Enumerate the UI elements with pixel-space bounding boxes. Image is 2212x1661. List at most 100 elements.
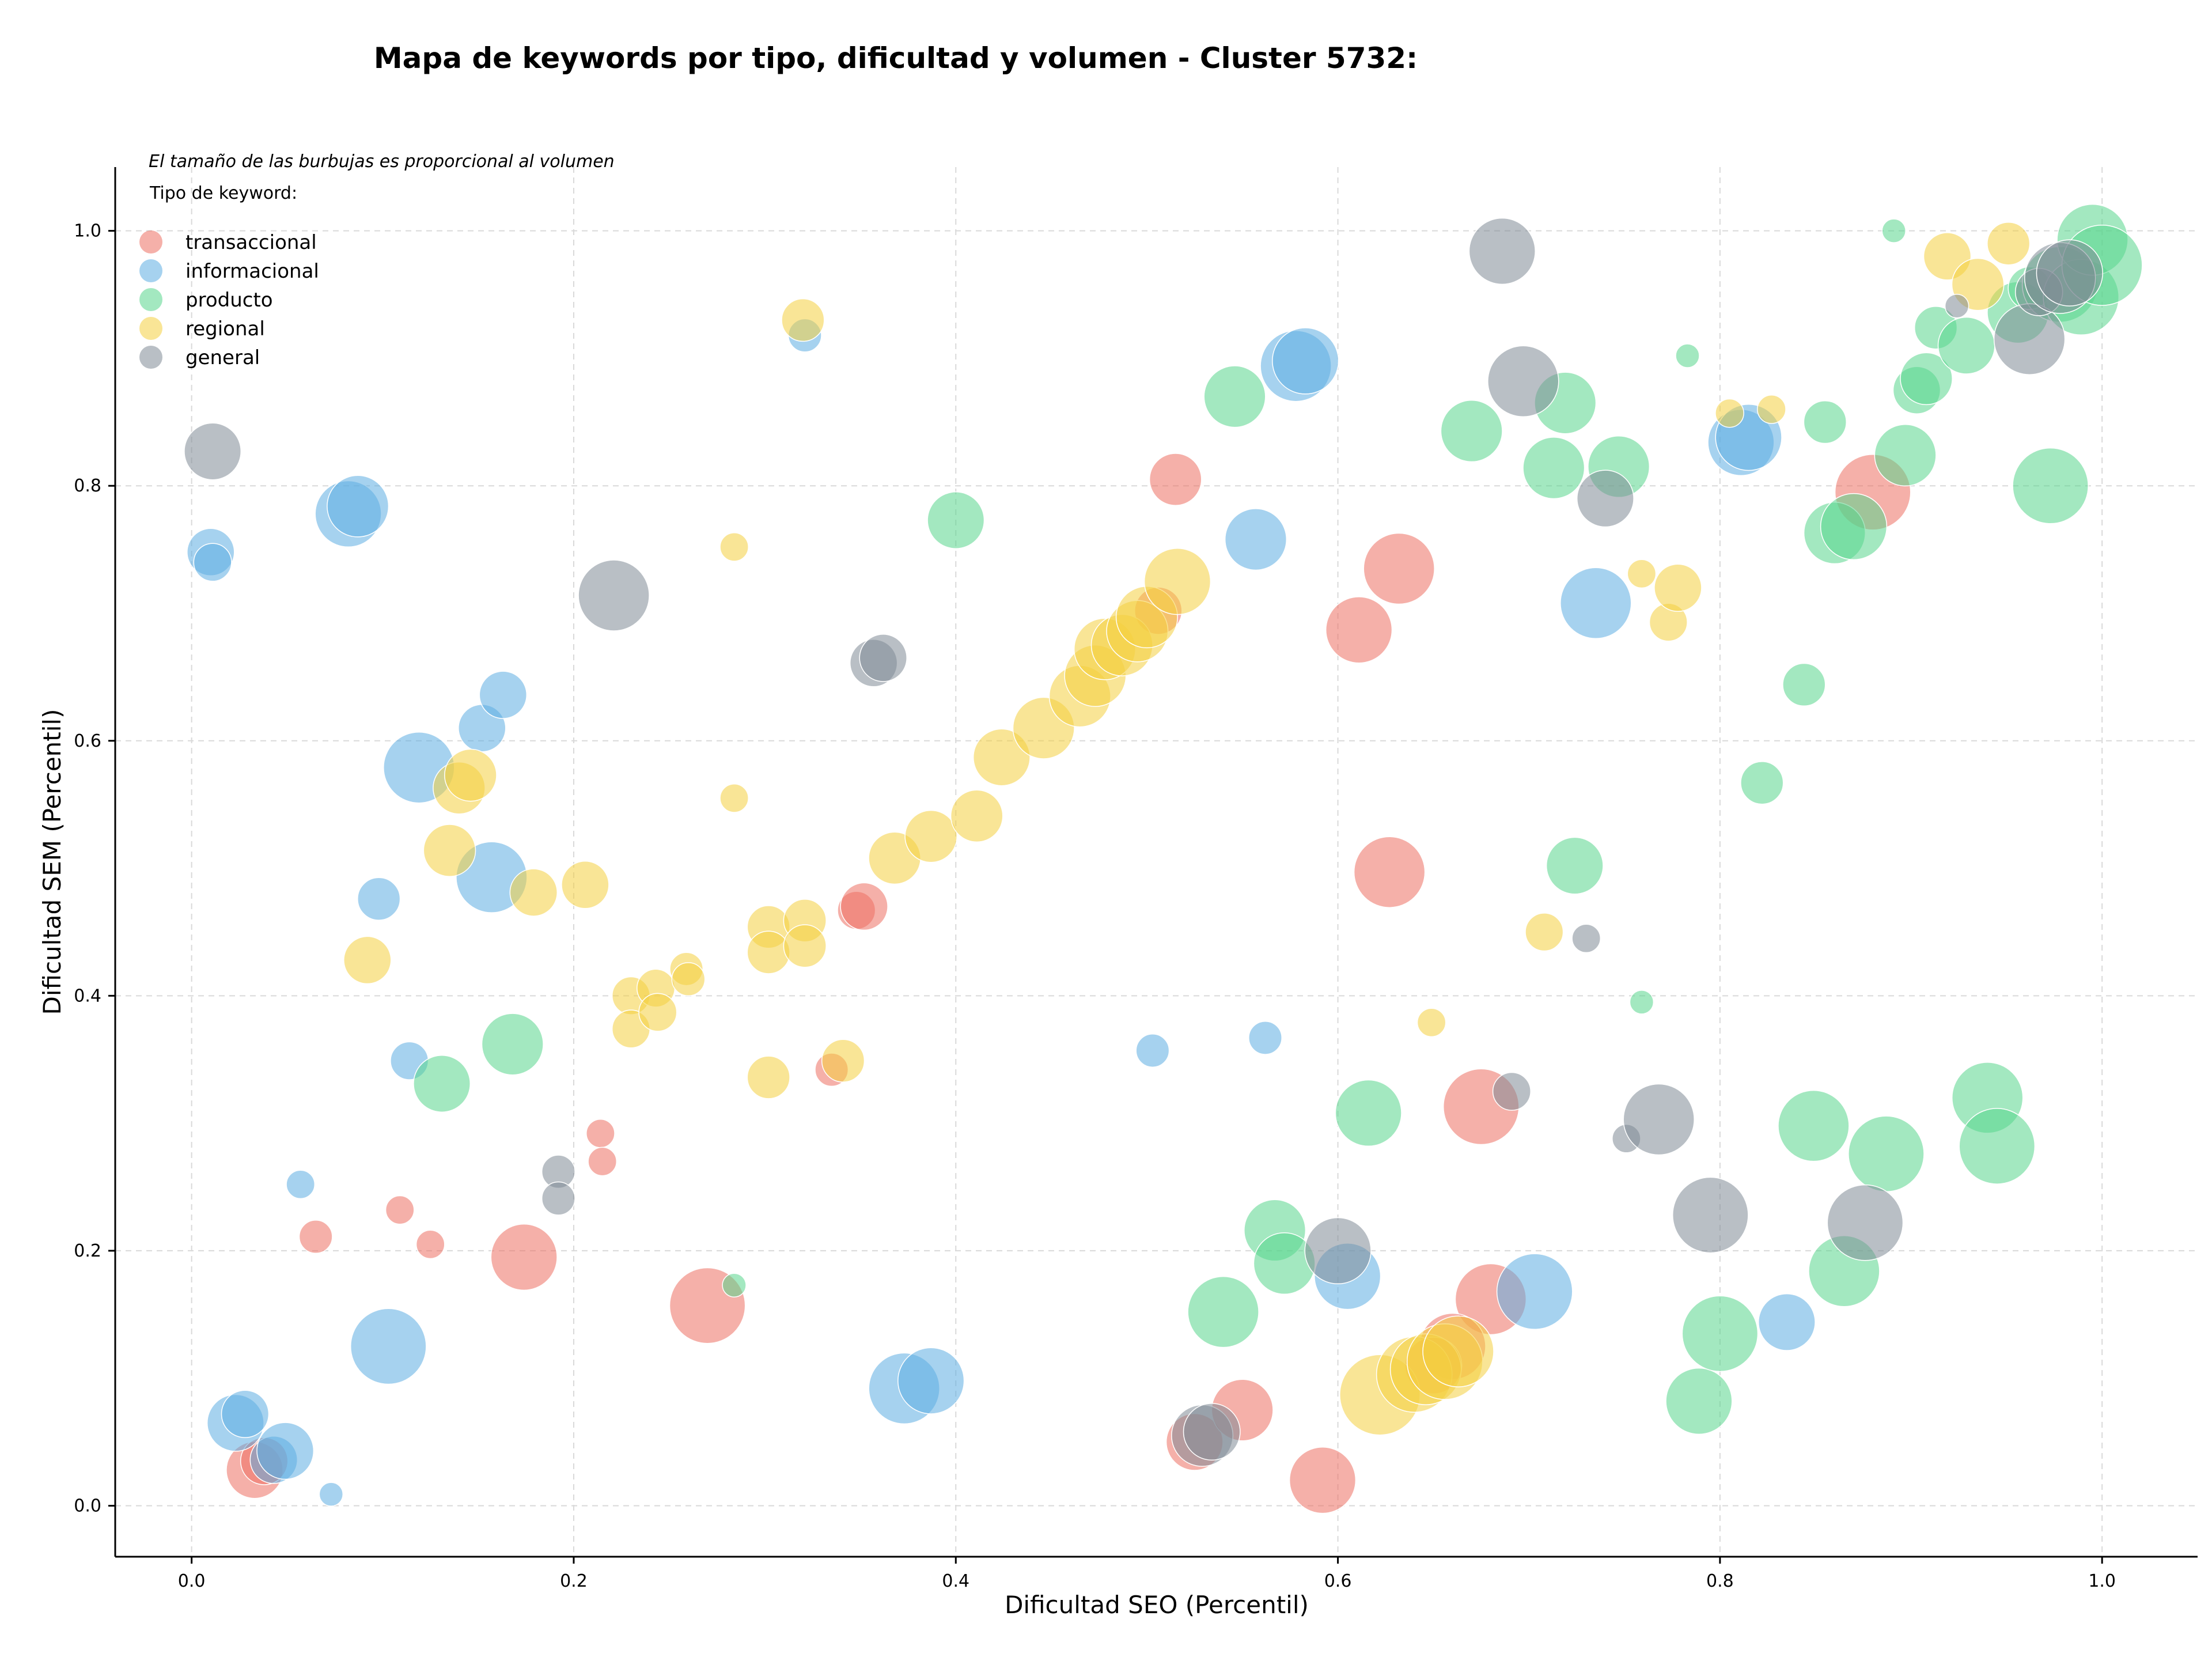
bubble-transaccional (588, 1147, 618, 1176)
bubble-regional (1627, 559, 1657, 589)
bubble-transaccional (1353, 836, 1426, 908)
x-tick-label: 1.0 (2088, 1571, 2116, 1591)
bubble-producto (1740, 761, 1784, 805)
bubble-producto (2012, 447, 2089, 524)
bubble-series (184, 203, 2143, 1514)
bubble-transaccional (385, 1195, 415, 1225)
size-note: El tamaño de las burbujas es proporciona… (149, 152, 615, 172)
bubble-regional (747, 930, 790, 974)
bubble-regional (1416, 1008, 1446, 1038)
bubble-informacional (350, 1308, 427, 1385)
bubble-regional (783, 924, 827, 968)
bubble-informacional (897, 1347, 965, 1414)
legend-title: Tipo de keyword: (149, 183, 297, 203)
series-informacional (187, 318, 1816, 1507)
bubble-regional (1987, 222, 2031, 266)
bubble-producto (1546, 837, 1604, 895)
y-axis-label: Dificultad SEM (Percentil) (38, 709, 66, 1015)
legend: transaccional informacional producto region… (139, 230, 319, 369)
bubble-regional (561, 861, 609, 909)
bubble-general (1492, 1072, 1531, 1111)
bubble-general (1993, 303, 2066, 375)
bubble-transaccional (415, 1229, 445, 1259)
bubble-regional (638, 993, 677, 1032)
bubble-regional (343, 936, 392, 985)
bubble-regional (444, 748, 497, 802)
bubble-informacional (1248, 1020, 1282, 1055)
bubble-general (859, 634, 907, 682)
chart-title: Mapa de keywords por tipo, dificultad y … (374, 41, 1418, 75)
bubble-transaccional (840, 882, 888, 931)
bubble-producto (722, 1273, 747, 1297)
bubble-producto (1782, 663, 1826, 707)
bubble-general (1304, 1217, 1372, 1285)
axis-ticks: 0.0 0.2 0.4 0.6 0.8 1.0 0.0 0.2 0.4 0.6 0.8 1.0 (74, 221, 2116, 1591)
bubble-transaccional (1363, 532, 1435, 605)
legend-label-producto: producto (185, 289, 273, 312)
bubble-general (2036, 239, 2103, 307)
y-tick-label: 0.8 (74, 476, 101, 496)
y-tick-label: 0.0 (74, 1496, 101, 1516)
bubble-producto (1187, 1276, 1259, 1348)
bubble-regional (509, 868, 558, 917)
y-tick-label: 0.2 (74, 1241, 101, 1261)
bubble-general (1623, 1083, 1695, 1156)
x-tick-label: 0.2 (560, 1571, 588, 1591)
bubble-producto (1440, 400, 1503, 463)
bubble-regional (1143, 548, 1211, 615)
bubble-transaccional (586, 1118, 615, 1148)
x-tick-label: 0.0 (178, 1571, 206, 1591)
y-tick-label: 0.6 (74, 731, 101, 751)
bubble-transaccional (490, 1223, 558, 1291)
bubble-general (1672, 1176, 1749, 1254)
bubble-regional (781, 298, 825, 342)
legend-marker-general (139, 346, 162, 369)
y-tick-label: 0.4 (74, 986, 101, 1006)
bubble-informacional (1224, 508, 1287, 571)
bubble-producto (1629, 990, 1654, 1015)
legend-marker-informacional (139, 259, 162, 282)
bubble-regional (747, 1055, 790, 1099)
bubble-regional (1757, 395, 1786, 424)
x-tick-label: 0.8 (1706, 1571, 1734, 1591)
bubble-producto (1778, 1089, 1850, 1162)
bubble-producto (1681, 1295, 1759, 1372)
bubble-informacional (221, 1390, 270, 1438)
bubble-regional (950, 789, 1003, 843)
legend-label-general: general (185, 346, 260, 369)
bubble-producto (1335, 1079, 1402, 1147)
bubble-producto (1874, 424, 1937, 487)
y-tick-label: 1.0 (74, 221, 101, 241)
bubble-producto (413, 1055, 471, 1113)
bubble-transaccional (1325, 596, 1393, 664)
bubble-producto (1522, 437, 1585, 500)
bubble-informacional (319, 1482, 344, 1507)
bubble-informacional (357, 877, 401, 921)
bubble-producto (1881, 218, 1906, 243)
bubble-informacional (479, 671, 528, 719)
bubble-informacional (1758, 1293, 1816, 1351)
bubble-informacional (1272, 327, 1339, 395)
bubble-general (1944, 293, 1969, 319)
bubble-regional (1715, 398, 1744, 428)
bubble-general (1487, 345, 1559, 418)
bubble-regional (671, 962, 706, 997)
bubble-informacional (1135, 1034, 1170, 1068)
bubble-producto (1820, 493, 1888, 561)
bubble-producto (1959, 1108, 2036, 1185)
bubble-informacional (1496, 1253, 1573, 1330)
bubble-transaccional (1149, 453, 1202, 506)
x-axis-label: Dificultad SEO (Percentil) (1005, 1591, 1309, 1619)
legend-label-regional: regional (185, 317, 265, 340)
bubble-transaccional (1289, 1447, 1357, 1514)
bubble-producto (927, 491, 985, 549)
bubble-informacional (286, 1170, 316, 1200)
legend-label-informacional: informacional (185, 260, 319, 283)
bubble-informacional (193, 543, 232, 582)
bubble-informacional (327, 475, 389, 538)
bubble-general (1571, 924, 1601, 954)
series-general (184, 217, 2103, 1467)
bubble-producto (1900, 352, 1953, 406)
legend-marker-regional (139, 317, 162, 340)
bubble-regional (423, 824, 476, 877)
